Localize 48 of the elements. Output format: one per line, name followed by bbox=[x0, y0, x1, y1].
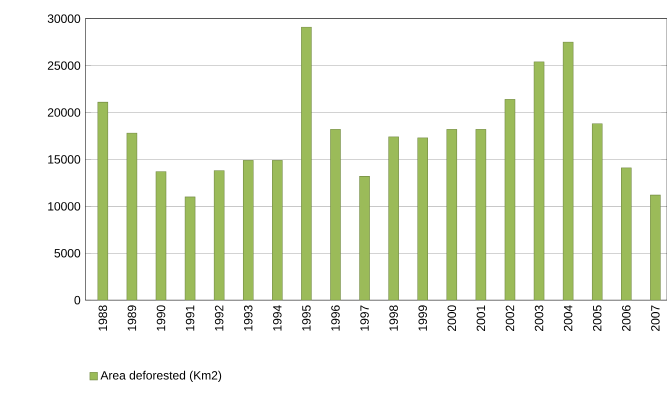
bar bbox=[446, 129, 458, 300]
bar bbox=[476, 129, 486, 300]
bar bbox=[534, 61, 544, 300]
bar bbox=[562, 42, 574, 300]
y-tick-label: 0 bbox=[74, 296, 80, 304]
x-tick-label: 1994 bbox=[273, 305, 282, 331]
bar bbox=[214, 170, 224, 300]
x-tick-label: 2001 bbox=[476, 305, 486, 331]
x-tick-label: 2004 bbox=[564, 305, 572, 331]
bar bbox=[330, 129, 341, 300]
x-tick-label: 2005 bbox=[592, 305, 602, 331]
legend-label: Area deforested (Km2) bbox=[100, 370, 222, 382]
bar bbox=[272, 160, 283, 300]
x-tick-label: 2006 bbox=[622, 305, 631, 331]
x-tick-label: 1991 bbox=[186, 305, 194, 331]
x-tick-label: 1996 bbox=[331, 305, 340, 331]
x-tick-label: 1998 bbox=[389, 305, 398, 331]
bar bbox=[98, 102, 108, 300]
bar bbox=[621, 167, 632, 300]
x-tick-label: 1990 bbox=[156, 305, 166, 331]
x-tick-label: 1992 bbox=[214, 305, 224, 331]
x-tick-label: 2000 bbox=[448, 305, 456, 331]
y-tick-label: 5000 bbox=[54, 248, 80, 258]
x-tick-label: 1999 bbox=[418, 305, 427, 331]
bar bbox=[504, 99, 516, 300]
bar bbox=[301, 26, 312, 300]
x-tick-label: 1993 bbox=[244, 305, 252, 331]
y-tick-label: 15000 bbox=[48, 155, 80, 164]
x-tick-label: 2002 bbox=[506, 305, 514, 331]
bar bbox=[592, 123, 602, 300]
y-tick-label: 25000 bbox=[48, 61, 80, 70]
bar bbox=[242, 160, 254, 300]
bar bbox=[388, 136, 399, 300]
y-tick-label: 20000 bbox=[48, 108, 80, 117]
y-tick-label: 10000 bbox=[48, 202, 80, 210]
x-tick-label: 2003 bbox=[534, 305, 544, 331]
y-tick-label: 30000 bbox=[48, 14, 80, 23]
bar bbox=[126, 132, 138, 300]
bar bbox=[359, 176, 370, 300]
x-tick-label: 1989 bbox=[128, 305, 136, 331]
x-tick-label: 1997 bbox=[360, 305, 369, 331]
bar bbox=[156, 171, 166, 300]
bar bbox=[650, 194, 661, 300]
x-tick-label: 1995 bbox=[302, 305, 311, 331]
bar bbox=[184, 196, 196, 300]
bar bbox=[417, 137, 428, 300]
x-tick-label: 2007 bbox=[651, 305, 660, 331]
x-tick-label: 1988 bbox=[98, 305, 108, 331]
